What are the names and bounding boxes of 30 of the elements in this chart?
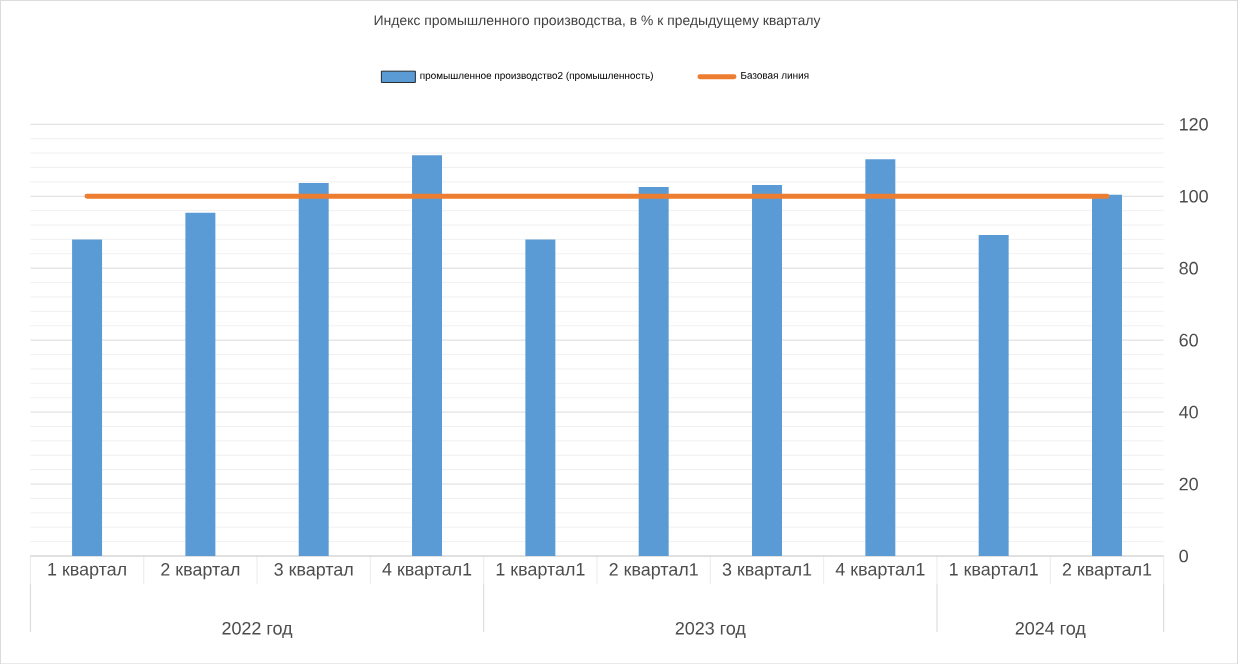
bar: [638, 186, 669, 556]
y-tick-label: 0: [1179, 549, 1188, 563]
y-tick-label: 40: [1179, 405, 1198, 419]
x-tick-label: 2 квартал1: [609, 562, 698, 580]
bar: [525, 239, 556, 556]
x-tick-label: 1 квартал1: [496, 562, 585, 579]
x-tick-label: 4 квартал1: [835, 562, 925, 579]
bar: [185, 212, 216, 556]
text: 2024 год: [1015, 621, 1086, 638]
x-tick-label: 1 квартал: [48, 562, 126, 579]
x-tick-label: 3 квартал1: [722, 562, 812, 580]
text: 2022 год: [222, 621, 293, 638]
y-tick-label: 120: [1180, 117, 1208, 131]
bar: [865, 159, 896, 556]
x-tick-label: 1 квартал1: [950, 562, 1038, 579]
bar: [298, 182, 329, 556]
y-tick-label: 20: [1179, 477, 1198, 491]
y-tick-label: 80: [1179, 261, 1198, 275]
x-tick-label: 2 квартал: [161, 562, 240, 580]
x-tick-label: 2 квартал1: [1062, 562, 1152, 580]
x-tick-label: 4 квартал1: [382, 562, 472, 579]
bar: [978, 234, 1009, 556]
y-tick-label: 100: [1180, 189, 1208, 203]
bar: [412, 155, 443, 556]
y-tick-label: 60: [1179, 333, 1198, 347]
text: 2023 год: [675, 621, 746, 638]
bar: [1092, 194, 1122, 556]
bar: [752, 184, 782, 556]
x-tick-label: 3 квартал: [274, 562, 353, 580]
bar: [72, 239, 103, 556]
